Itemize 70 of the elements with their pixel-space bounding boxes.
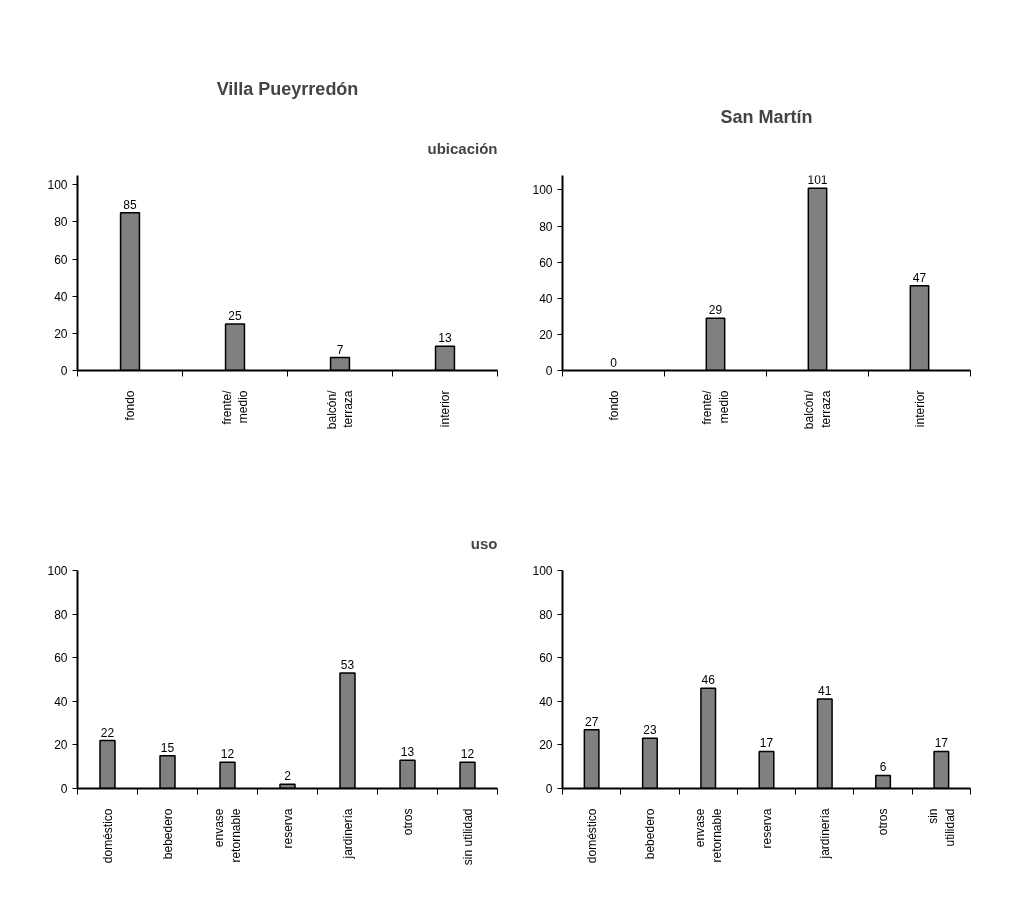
y-tick-label: 100 [47,564,68,578]
x-tick-label: frente/ medio [700,389,731,425]
x-tick-label: doméstico [100,808,115,864]
y-tick-label: 100 [47,178,68,193]
y-tick-label: 0 [60,782,68,796]
x-tick-label: reserva [759,808,774,849]
x-tick-label: otros [876,808,891,836]
y-tick-label: 0 [545,782,553,796]
y-tick-label: 60 [54,252,68,267]
x-tick-label: bebedero [160,808,175,860]
data-label: 23 [643,723,657,738]
y-tick-label: 60 [539,651,553,666]
data-label: 53 [340,657,355,672]
y-tick-label: 0 [545,364,553,378]
x-tick-label: fondo [606,390,621,421]
chart-subtitle: ubicación [427,139,498,157]
y-tick-label: 40 [539,694,553,709]
x-tick-label: jardinería [340,808,355,860]
data-label: 12 [460,747,475,762]
data-label: 85 [123,197,137,212]
data-label: 6 [879,760,887,775]
data-label: 13 [438,331,452,346]
data-label: 17 [934,736,949,751]
x-tick-label: balcón/ terraza [324,389,356,430]
y-tick-label: 40 [539,291,553,306]
data-label: 41 [818,684,832,699]
data-label: 7 [336,342,344,357]
data-label: 17 [759,736,774,751]
data-label: 29 [708,303,723,318]
y-tick-label: 80 [539,219,553,234]
x-tick-label: sin utilidad [460,808,475,866]
y-tick-label: 20 [539,327,553,342]
y-tick-label: 60 [539,255,553,270]
x-tick-label: interior [438,390,452,428]
data-label: 22 [100,725,115,740]
y-tick-label: 20 [54,326,68,341]
x-tick-label: jardinería [817,808,832,860]
x-tick-label: fondo [123,390,137,421]
y-tick-label: 0 [60,364,68,378]
x-tick-label: reserva [280,808,295,849]
x-tick-label: otros [400,808,415,836]
data-label: 27 [584,714,599,729]
x-tick-label: bebedero [642,808,657,860]
data-label: 25 [228,309,242,324]
x-tick-label: sin utilidad [925,808,957,847]
y-tick-label: 80 [54,607,68,622]
y-tick-label: 20 [54,738,68,753]
x-tick-label: balcón/ terraza [802,389,833,430]
chart-title: Villa Pueyrredón [216,78,359,99]
data-label: 15 [160,740,175,755]
x-tick-label: interior [912,390,927,428]
chart-subtitle: uso [470,534,498,552]
y-tick-label: 100 [532,183,553,198]
x-tick-label: doméstico [584,808,599,864]
data-label: 12 [220,747,235,762]
y-tick-label: 100 [532,564,553,578]
data-label: 47 [912,270,927,285]
y-tick-label: 60 [54,651,68,666]
chart-title: San Martín [720,106,813,127]
data-label: 13 [400,745,415,760]
data-label: 2 [284,769,292,784]
y-tick-label: 20 [539,738,553,753]
y-tick-label: 40 [54,289,68,304]
data-label: 101 [807,173,828,188]
y-tick-label: 80 [539,607,553,622]
y-tick-label: 40 [54,694,68,709]
x-tick-label: frente/ medio [219,389,251,425]
data-label: 46 [701,673,716,688]
y-tick-label: 80 [54,215,68,230]
data-label: 0 [610,355,618,370]
